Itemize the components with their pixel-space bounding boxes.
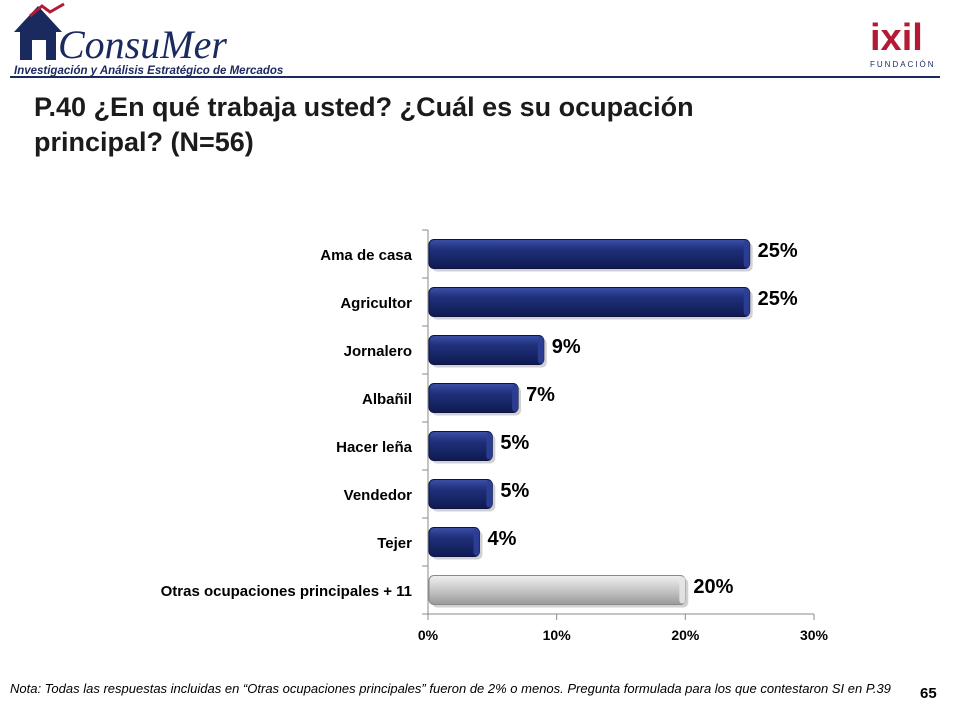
consumer-tagline: Investigación y Análisis Estratégico de … <box>14 65 283 77</box>
bar-end-cap <box>537 336 544 364</box>
bar <box>428 431 493 461</box>
bar <box>428 239 751 269</box>
category-label: Otras ocupaciones principales + 11 <box>161 583 412 600</box>
data-label: 5% <box>500 432 529 454</box>
category-label: Hacer leña <box>336 439 413 456</box>
bar-end-cap <box>486 480 493 508</box>
x-tick-label: 30% <box>800 627 829 643</box>
category-label: Albañil <box>362 391 412 408</box>
data-label: 5% <box>500 480 529 502</box>
data-label: 7% <box>526 384 555 406</box>
data-label: 9% <box>552 336 581 358</box>
bar <box>428 335 545 365</box>
x-tick-label: 20% <box>671 627 700 643</box>
consumer-logo-text: ConsuMer <box>58 22 227 67</box>
ixil-logo-subtext: FUNDACIÓN <box>870 60 936 69</box>
category-label: Ama de casa <box>320 247 412 264</box>
bar-end-cap <box>473 528 480 556</box>
consumer-house-icon <box>14 2 65 60</box>
consumer-logo: ConsuMer Investigación y Análisis Estrat… <box>14 2 283 77</box>
bar-end-cap <box>743 288 750 316</box>
footnote: Nota: Todas las respuestas incluidas en … <box>10 681 891 696</box>
chart-bars <box>428 239 753 608</box>
category-label: Jornalero <box>344 343 412 360</box>
bar <box>428 287 751 317</box>
data-label: 4% <box>487 528 516 550</box>
page-title: P.40 ¿En qué trabaja usted? ¿Cuál es su … <box>34 92 694 157</box>
ixil-logo-text: ixil <box>870 17 923 59</box>
x-tick-label: 0% <box>418 627 439 643</box>
chart-axes: 0% 10% 20% 30% <box>418 229 829 643</box>
bar-end-cap <box>679 576 686 604</box>
header: ConsuMer Investigación y Análisis Estrat… <box>0 0 960 82</box>
category-label: Vendedor <box>344 487 413 504</box>
bar-end-cap <box>512 384 519 412</box>
bar <box>428 383 519 413</box>
bar-end-cap <box>486 432 493 460</box>
bar-other <box>428 575 686 605</box>
page-number: 65 <box>920 685 937 702</box>
category-label: Tejer <box>377 535 412 552</box>
x-tick-label: 10% <box>543 627 572 643</box>
bar-end-cap <box>743 240 750 268</box>
bar <box>428 479 493 509</box>
data-label: 25% <box>758 288 798 310</box>
data-label: 25% <box>758 240 798 262</box>
category-label: Agricultor <box>340 295 412 312</box>
ixil-logo: ixil FUNDACIÓN <box>870 17 936 69</box>
chart-labels: Ama de casa 25% Agricultor 25% Jornalero 9% Al… <box>161 240 798 600</box>
data-label: 20% <box>693 576 733 598</box>
bar <box>428 527 480 557</box>
header-divider <box>10 76 940 78</box>
